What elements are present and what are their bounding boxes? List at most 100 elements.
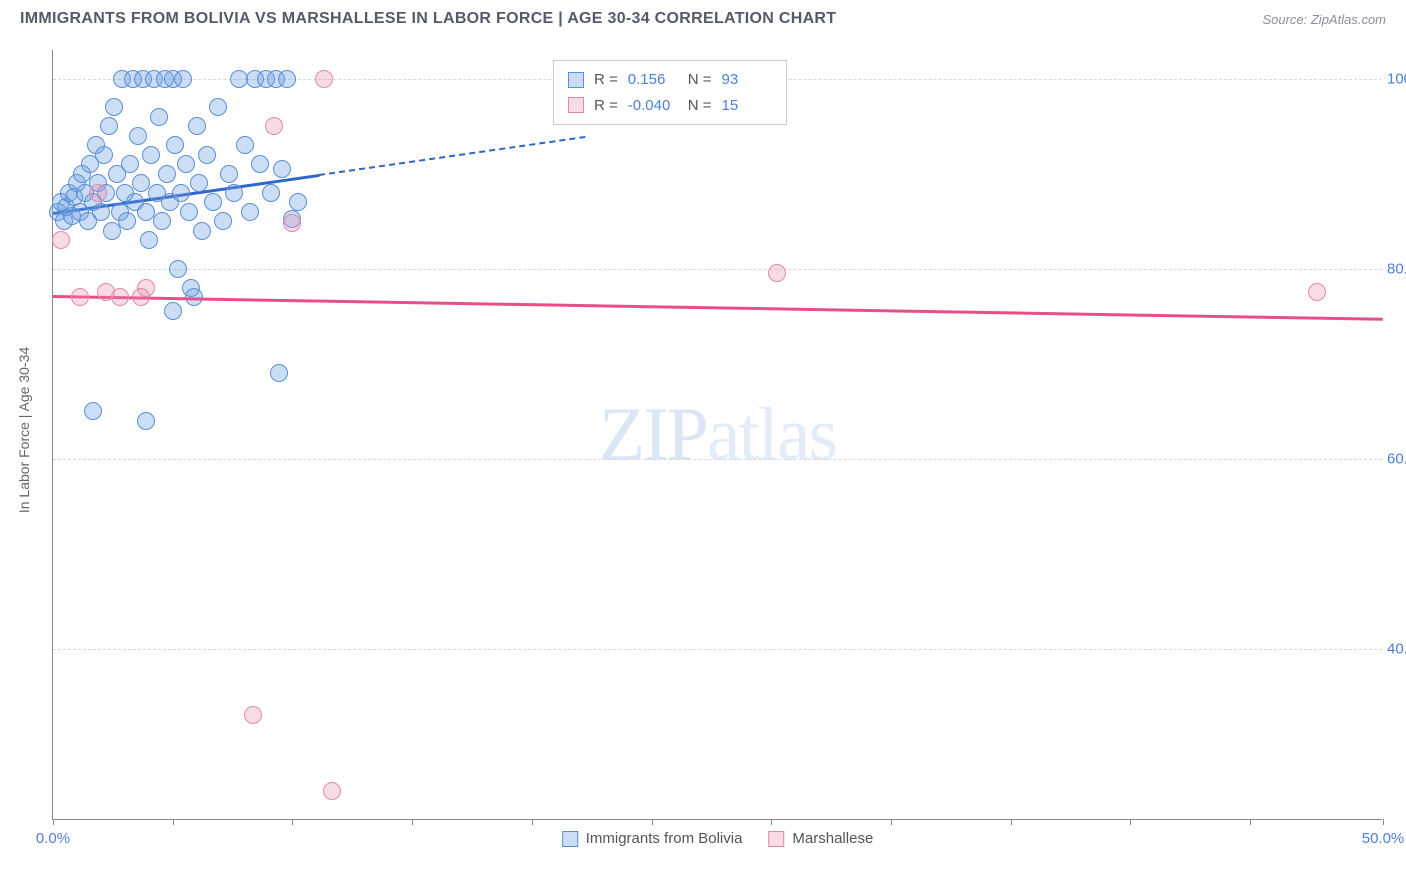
gridline bbox=[53, 269, 1382, 270]
source-attribution: Source: ZipAtlas.com bbox=[1262, 12, 1386, 27]
data-point bbox=[273, 160, 291, 178]
x-tick bbox=[1011, 819, 1012, 825]
watermark: ZIPatlas bbox=[599, 391, 836, 478]
x-tick bbox=[53, 819, 54, 825]
x-tick bbox=[1130, 819, 1131, 825]
data-point bbox=[177, 155, 195, 173]
data-point bbox=[236, 136, 254, 154]
n-label: N = bbox=[688, 93, 712, 119]
data-point bbox=[52, 231, 70, 249]
data-point bbox=[100, 117, 118, 135]
data-point bbox=[244, 706, 262, 724]
watermark-thin: atlas bbox=[707, 392, 836, 476]
data-point bbox=[188, 117, 206, 135]
r-value: 0.156 bbox=[628, 67, 678, 93]
legend: Immigrants from Bolivia Marshallese bbox=[562, 830, 874, 847]
data-point bbox=[193, 222, 211, 240]
x-tick bbox=[771, 819, 772, 825]
data-point bbox=[89, 184, 107, 202]
series-swatch bbox=[568, 72, 584, 88]
data-point bbox=[289, 193, 307, 211]
data-point bbox=[251, 155, 269, 173]
data-point bbox=[323, 782, 341, 800]
x-tick-label: 0.0% bbox=[36, 830, 70, 847]
data-point bbox=[166, 136, 184, 154]
x-tick bbox=[891, 819, 892, 825]
data-point bbox=[190, 174, 208, 192]
data-point bbox=[137, 412, 155, 430]
data-point bbox=[129, 127, 147, 145]
n-label: N = bbox=[688, 67, 712, 93]
x-tick bbox=[1250, 819, 1251, 825]
data-point bbox=[198, 146, 216, 164]
data-point bbox=[137, 279, 155, 297]
n-value: 15 bbox=[722, 93, 772, 119]
data-point bbox=[84, 402, 102, 420]
data-point bbox=[768, 264, 786, 282]
gridline bbox=[53, 649, 1382, 650]
r-value: -0.040 bbox=[628, 93, 678, 119]
data-point bbox=[270, 364, 288, 382]
data-point bbox=[220, 165, 238, 183]
chart-title: IMMIGRANTS FROM BOLIVIA VS MARSHALLESE I… bbox=[20, 10, 836, 28]
correlation-stats-box: R = 0.156 N = 93 R = -0.040 N = 15 bbox=[553, 60, 787, 125]
data-point bbox=[265, 117, 283, 135]
data-point bbox=[180, 203, 198, 221]
data-point bbox=[1308, 283, 1326, 301]
data-point bbox=[225, 184, 243, 202]
y-tick-label: 100.0% bbox=[1387, 70, 1406, 87]
y-tick-label: 60.0% bbox=[1387, 450, 1406, 467]
legend-label: Immigrants from Bolivia bbox=[586, 830, 743, 847]
data-point bbox=[278, 70, 296, 88]
data-point bbox=[153, 212, 171, 230]
x-tick bbox=[292, 819, 293, 825]
data-point bbox=[121, 155, 139, 173]
x-tick bbox=[173, 819, 174, 825]
legend-swatch bbox=[562, 831, 578, 847]
r-label: R = bbox=[594, 67, 618, 93]
x-tick bbox=[532, 819, 533, 825]
legend-swatch bbox=[768, 831, 784, 847]
data-point bbox=[172, 184, 190, 202]
data-point bbox=[204, 193, 222, 211]
scatter-chart: ZIPatlas 40.0%60.0%80.0%100.0%0.0%50.0%R… bbox=[52, 50, 1382, 820]
data-point bbox=[111, 288, 129, 306]
data-point bbox=[164, 302, 182, 320]
data-point bbox=[118, 212, 136, 230]
data-point bbox=[169, 260, 187, 278]
gridline bbox=[53, 459, 1382, 460]
data-point bbox=[140, 231, 158, 249]
legend-item: Marshallese bbox=[768, 830, 873, 847]
legend-label: Marshallese bbox=[792, 830, 873, 847]
chart-header: IMMIGRANTS FROM BOLIVIA VS MARSHALLESE I… bbox=[0, 0, 1406, 36]
stats-row: R = 0.156 N = 93 bbox=[568, 67, 772, 93]
data-point bbox=[241, 203, 259, 221]
data-point bbox=[142, 146, 160, 164]
data-point bbox=[92, 203, 110, 221]
series-swatch bbox=[568, 97, 584, 113]
x-tick bbox=[412, 819, 413, 825]
n-value: 93 bbox=[722, 67, 772, 93]
data-point bbox=[315, 70, 333, 88]
data-point bbox=[105, 98, 123, 116]
data-point bbox=[262, 184, 280, 202]
data-point bbox=[158, 165, 176, 183]
x-tick bbox=[652, 819, 653, 825]
data-point bbox=[214, 212, 232, 230]
x-tick bbox=[1383, 819, 1384, 825]
legend-item: Immigrants from Bolivia bbox=[562, 830, 743, 847]
data-point bbox=[95, 146, 113, 164]
trend-line bbox=[53, 295, 1383, 320]
data-point bbox=[209, 98, 227, 116]
y-axis-label: In Labor Force | Age 30-34 bbox=[16, 347, 32, 513]
watermark-bold: ZIP bbox=[599, 392, 707, 476]
r-label: R = bbox=[594, 93, 618, 119]
data-point bbox=[71, 288, 89, 306]
x-tick-label: 50.0% bbox=[1362, 830, 1405, 847]
stats-row: R = -0.040 N = 15 bbox=[568, 93, 772, 119]
y-tick-label: 40.0% bbox=[1387, 640, 1406, 657]
trend-line bbox=[319, 136, 585, 176]
data-point bbox=[150, 108, 168, 126]
data-point bbox=[283, 214, 301, 232]
data-point bbox=[174, 70, 192, 88]
